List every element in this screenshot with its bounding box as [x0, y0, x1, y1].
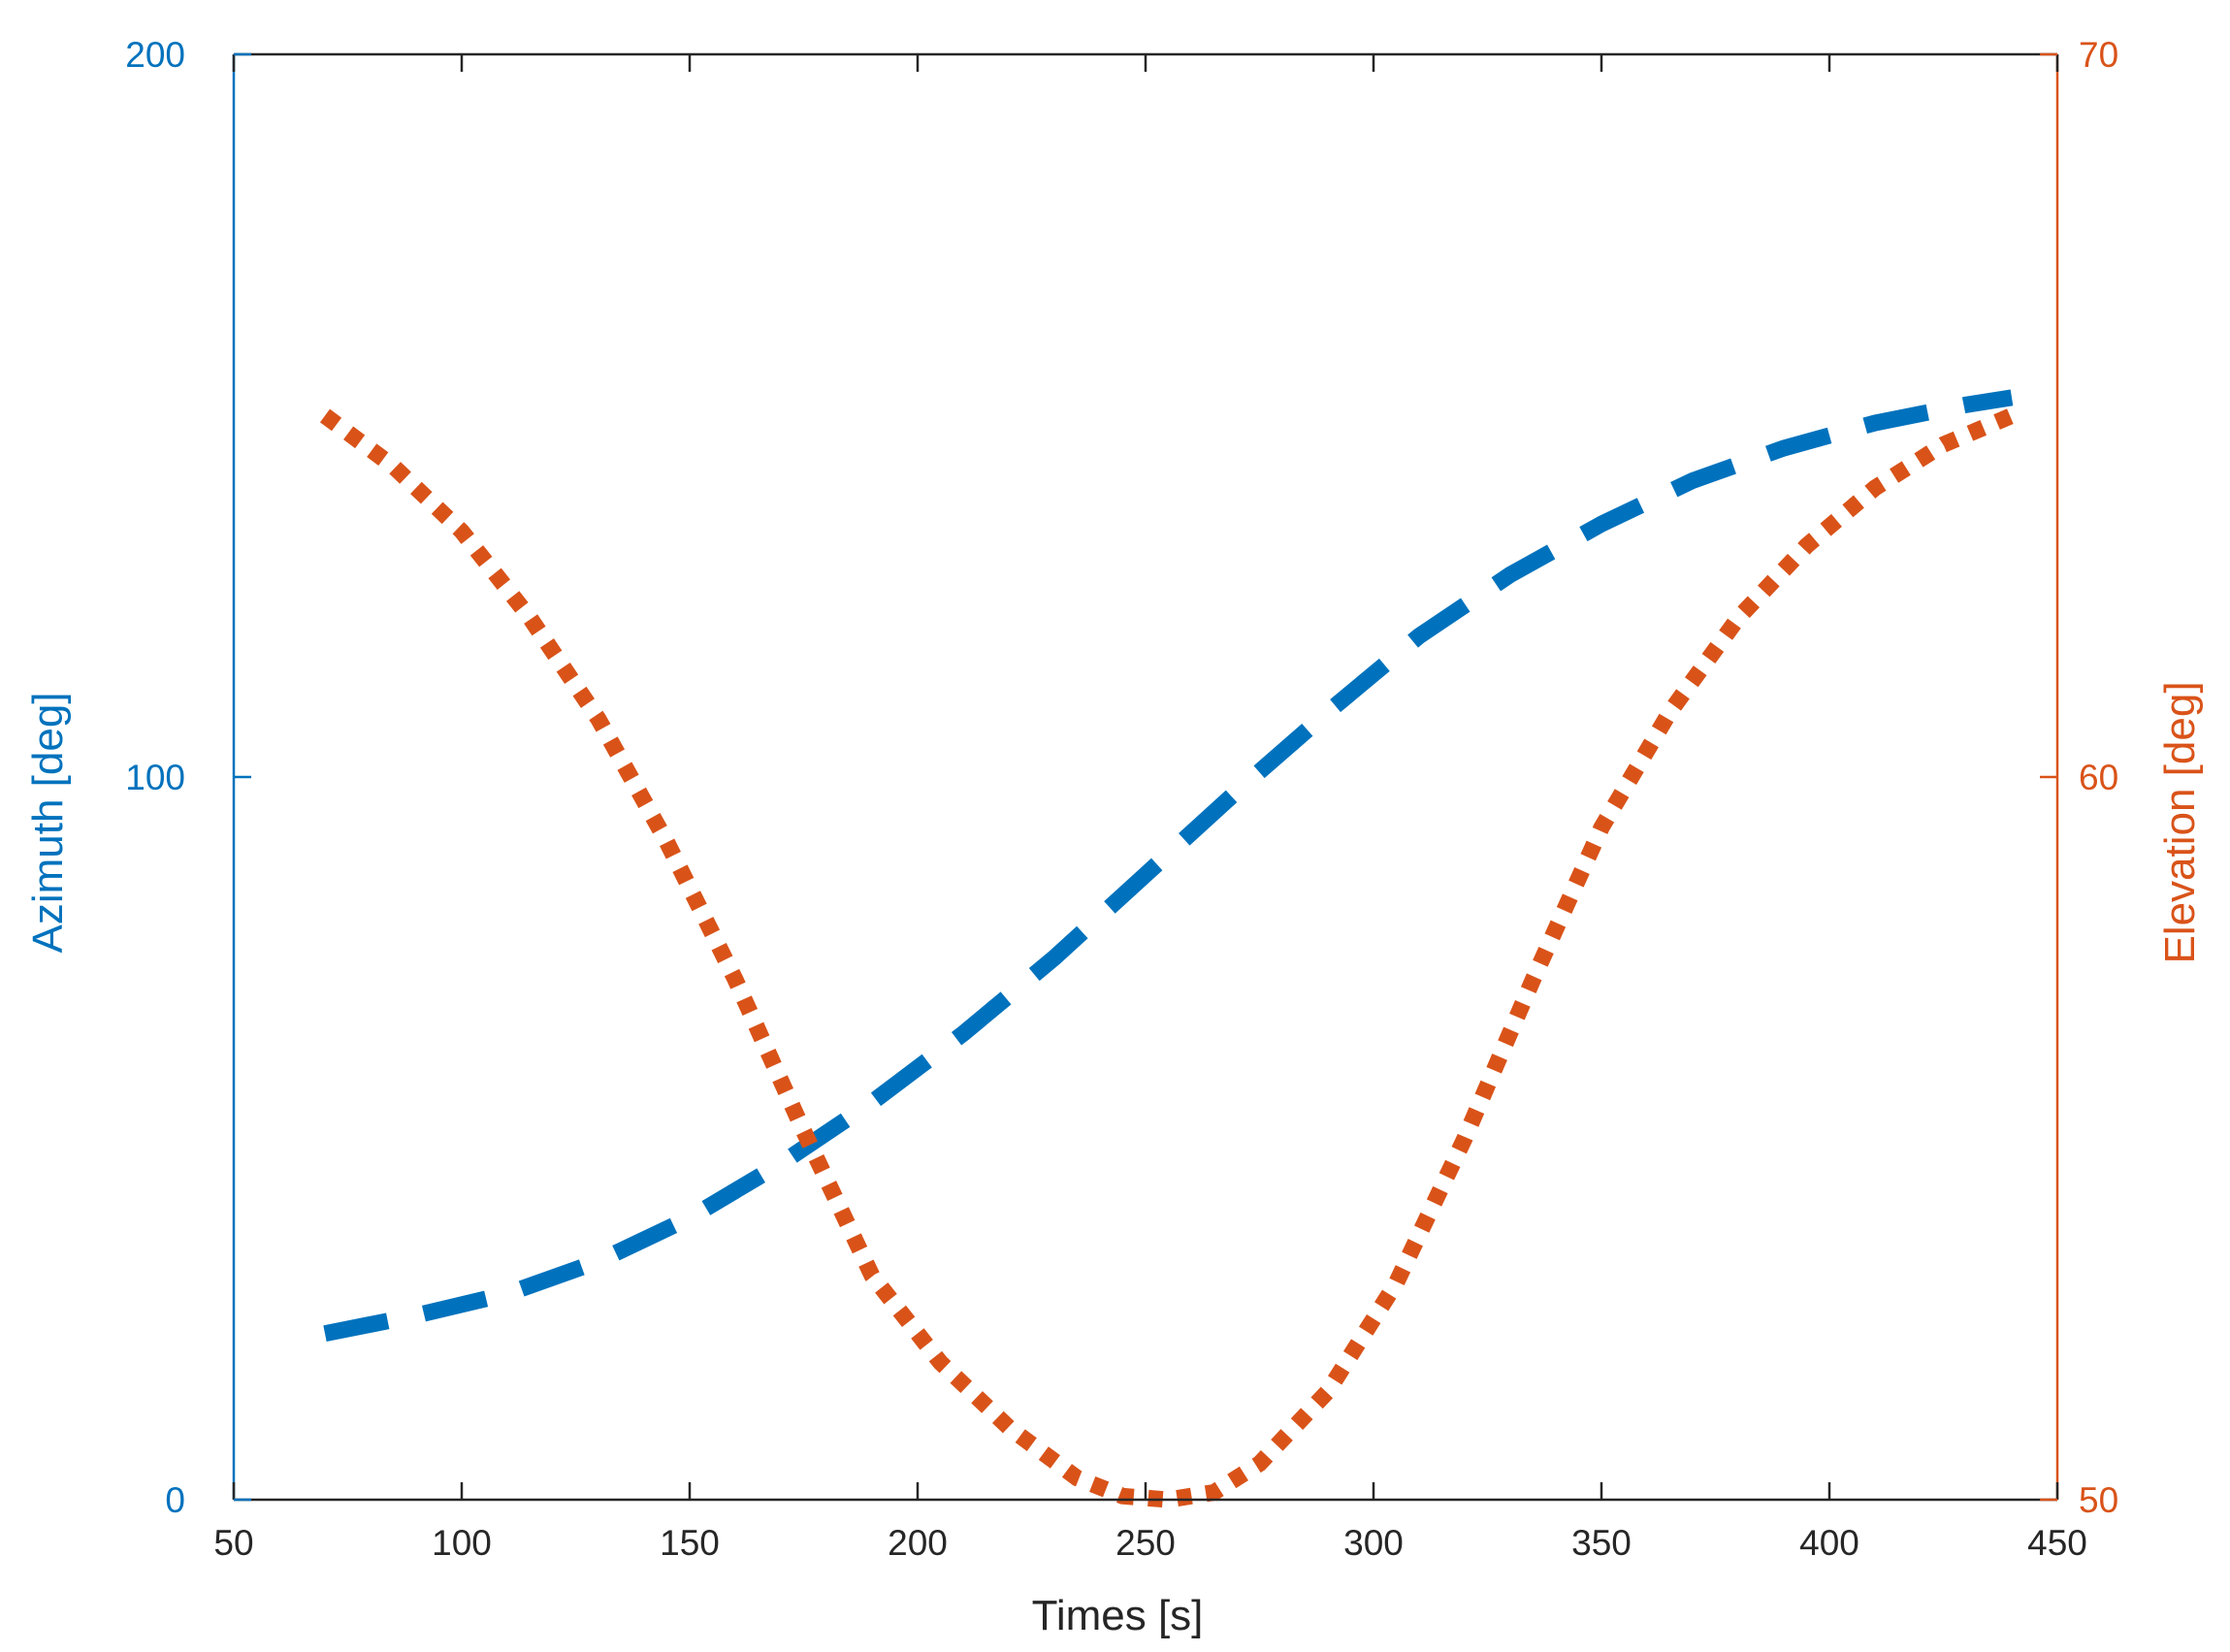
- x-tick-label: 50: [213, 1523, 253, 1563]
- azimuth-series-line: [323, 389, 2014, 1343]
- x-tick-label: 200: [888, 1523, 948, 1563]
- x-axis-title: Times [s]: [1032, 1592, 1204, 1639]
- left-y-axis-title: Azimuth [deg]: [24, 692, 72, 953]
- right-y-tick-label: 50: [2079, 1480, 2118, 1520]
- x-tick-label: 150: [660, 1523, 720, 1563]
- right-y-tick-label: 70: [2079, 35, 2118, 75]
- x-tick-label: 350: [1571, 1523, 1632, 1563]
- x-tick-label: 450: [2027, 1523, 2087, 1563]
- left-y-tick-label: 0: [165, 1480, 185, 1520]
- x-tick-label: 300: [1343, 1523, 1404, 1563]
- x-tick-label: 250: [1115, 1523, 1176, 1563]
- left-y-tick-label: 200: [125, 35, 185, 75]
- x-tick-label: 400: [1799, 1523, 1859, 1563]
- ticks-layer: 50 100 150 200 250 300 350 400 450 0 100 200 50 60 70: [125, 35, 2118, 1563]
- series-layer: [319, 389, 2016, 1508]
- x-tick-label: 100: [432, 1523, 492, 1563]
- elevation-series-line: [319, 407, 2016, 1508]
- right-y-axis-title: Elevation [deg]: [2156, 681, 2204, 963]
- right-y-tick-label: 60: [2079, 758, 2118, 797]
- plot-area: [234, 54, 2057, 1500]
- plot-background: [234, 54, 2057, 1500]
- left-y-tick-label: 100: [125, 758, 185, 797]
